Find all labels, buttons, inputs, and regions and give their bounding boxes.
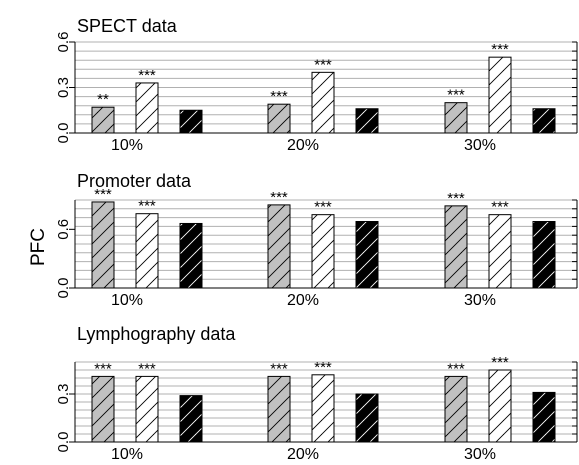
bar-hatch-series-c <box>532 221 556 289</box>
bar-hatch-series-b <box>311 214 335 289</box>
y-tick-label: 0.6 <box>55 32 72 53</box>
category-label: 20% <box>287 292 319 309</box>
bar-hatch-series-a <box>91 375 115 443</box>
panel-title: Lymphography data <box>77 324 236 344</box>
significance-label: *** <box>138 198 156 215</box>
bar-hatch-series-b <box>135 213 159 289</box>
bar-hatch-series-a <box>267 204 291 289</box>
bar-hatch-series-c <box>355 221 379 289</box>
category-label: 30% <box>464 292 496 309</box>
y-tick-label: 0.0 <box>55 123 72 144</box>
category-label: 30% <box>464 446 496 463</box>
bar-hatch-series-a <box>444 205 468 289</box>
category-label: 20% <box>287 137 319 154</box>
y-tick-label: 0.3 <box>55 77 72 98</box>
bar-hatch-series-c <box>355 393 379 443</box>
bar-hatch-series-b <box>135 375 159 443</box>
category-label: 10% <box>111 446 143 463</box>
bar-hatch-series-b <box>311 71 335 134</box>
significance-label: *** <box>447 360 465 377</box>
y-tick-label: 0.6 <box>55 219 72 240</box>
significance-label: *** <box>270 88 288 105</box>
y-tick-label: 0.3 <box>55 384 72 405</box>
bar-hatch-series-a <box>91 106 115 134</box>
significance-label: *** <box>447 190 465 207</box>
panel-title: SPECT data <box>77 16 178 36</box>
y-axis-label: PFC <box>28 228 49 266</box>
bar-hatch-series-a <box>267 103 291 134</box>
significance-label: *** <box>491 354 509 371</box>
bar-hatch-series-b <box>488 56 512 134</box>
significance-label: *** <box>491 41 509 58</box>
bar-hatch-series-b <box>488 369 512 443</box>
category-label: 10% <box>111 292 143 309</box>
bar-hatch-series-a <box>267 375 291 443</box>
bar-hatch-series-c <box>179 395 203 443</box>
bar-hatch-series-c <box>355 108 379 134</box>
bar-hatch-series-b <box>135 82 159 134</box>
significance-label: *** <box>138 67 156 84</box>
significance-label: *** <box>314 199 332 216</box>
bar-hatch-series-c <box>179 222 203 289</box>
bar-hatch-series-c <box>179 109 203 134</box>
panel-promoter: Promoter data 0.0 0.6 *** *** *** *** *** *** 10… <box>55 171 578 309</box>
significance-label: *** <box>314 359 332 376</box>
y-tick-label: 0.0 <box>55 432 72 453</box>
significance-label: *** <box>270 360 288 377</box>
significance-label: *** <box>491 199 509 216</box>
panel-title: Promoter data <box>77 171 192 191</box>
significance-label: *** <box>94 186 112 203</box>
y-tick-label: 0.0 <box>55 278 72 299</box>
bar-hatch-series-c <box>532 108 556 134</box>
category-label: 30% <box>464 137 496 154</box>
significance-label: *** <box>138 360 156 377</box>
bar-hatch-series-b <box>311 374 335 443</box>
category-label: 10% <box>111 137 143 154</box>
significance-label: ** <box>97 91 109 108</box>
bar-hatch-series-a <box>91 201 115 289</box>
bar-hatch-series-a <box>444 102 468 134</box>
bar-hatch-series-a <box>444 375 468 443</box>
panel-lymphography: Lymphography data 0.0 0.3 *** *** *** *** *** *… <box>55 324 578 463</box>
significance-label: *** <box>270 189 288 206</box>
significance-label: *** <box>94 360 112 377</box>
panel-spect: SPECT data 0.00.30.6** *** ************10%… <box>55 16 578 154</box>
bar-hatch-series-c <box>532 391 556 443</box>
bar-hatch-series-b <box>488 214 512 289</box>
significance-label: *** <box>314 56 332 73</box>
significance-label: *** <box>447 87 465 104</box>
category-label: 20% <box>287 446 319 463</box>
